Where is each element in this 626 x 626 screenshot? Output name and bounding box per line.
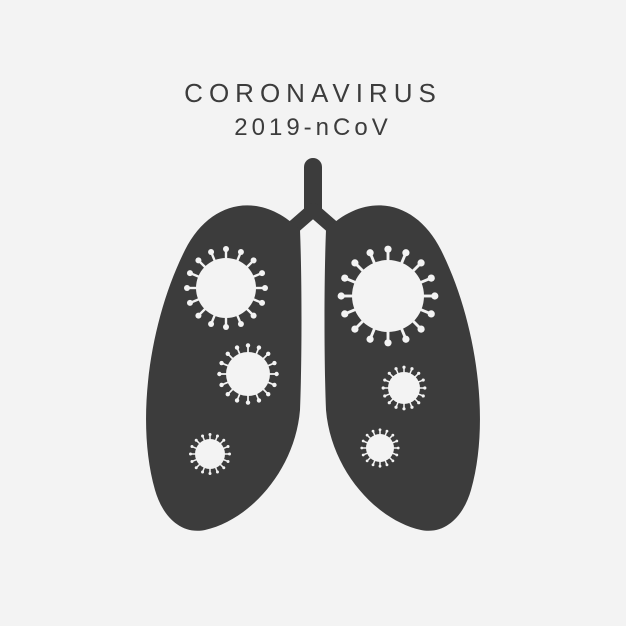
virus-icon	[382, 366, 427, 411]
right-lung	[325, 205, 480, 530]
lungs-icon	[146, 158, 480, 531]
infographic-stage: CORONAVIRUS 2019-nCoV	[0, 0, 626, 626]
virus-icon	[338, 246, 439, 347]
virus-icon	[189, 433, 231, 475]
virus-icon	[217, 343, 279, 405]
virus-icon	[184, 246, 268, 330]
virus-icon	[360, 428, 399, 467]
lungs-figure	[0, 0, 626, 626]
left-lung	[146, 205, 301, 530]
